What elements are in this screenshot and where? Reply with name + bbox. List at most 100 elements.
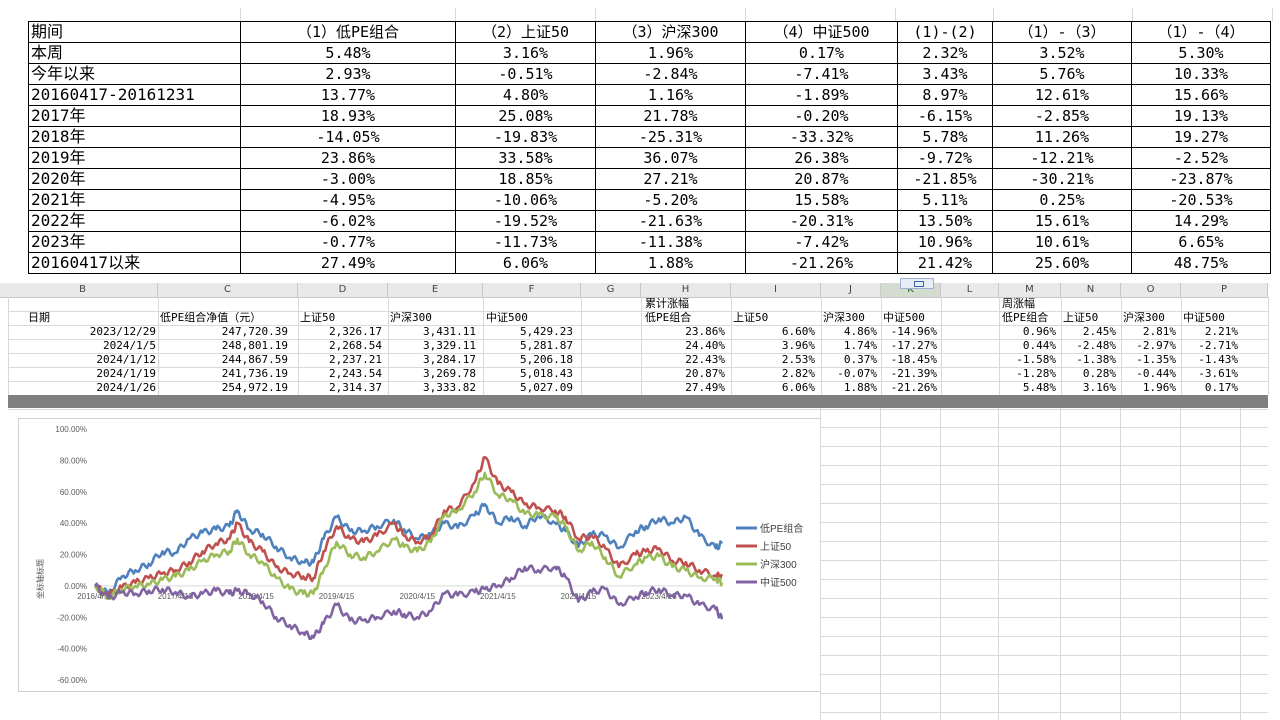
column-header-cell[interactable]: 低PE组合: [645, 311, 692, 324]
value-cell[interactable]: 5,027.09: [520, 381, 573, 394]
summary-value-cell[interactable]: -20.31%: [745, 210, 898, 232]
summary-value-cell[interactable]: -21.85%: [897, 168, 993, 190]
value-cell[interactable]: 22.43%: [685, 353, 725, 366]
summary-header-cell[interactable]: （4）中证500: [745, 21, 898, 43]
weekly-return-label[interactable]: 周涨幅: [1002, 297, 1035, 310]
value-cell[interactable]: 23.86%: [685, 325, 725, 338]
value-cell[interactable]: 254,972.19: [221, 381, 288, 394]
summary-value-cell[interactable]: 8.97%: [897, 84, 993, 106]
value-cell[interactable]: 5,206.18: [520, 353, 573, 366]
value-cell[interactable]: -0.07%: [837, 367, 877, 380]
summary-value-cell[interactable]: 6.06%: [455, 252, 596, 274]
value-cell[interactable]: 3,269.78: [423, 367, 476, 380]
summary-value-cell[interactable]: -0.51%: [455, 63, 596, 85]
date-cell[interactable]: 2024/1/12: [96, 353, 156, 366]
summary-value-cell[interactable]: -2.84%: [595, 63, 746, 85]
summary-value-cell[interactable]: 19.13%: [1131, 105, 1271, 127]
column-letter-h[interactable]: H: [641, 283, 731, 297]
value-cell[interactable]: -0.44%: [1136, 367, 1176, 380]
value-cell[interactable]: -21.39%: [890, 367, 937, 380]
summary-value-cell[interactable]: 0.25%: [992, 189, 1132, 211]
summary-value-cell[interactable]: 2.93%: [240, 63, 456, 85]
summary-value-cell[interactable]: 5.78%: [897, 126, 993, 148]
summary-value-cell[interactable]: -19.83%: [455, 126, 596, 148]
column-letter-l[interactable]: L: [941, 283, 999, 297]
column-letter-b[interactable]: B: [8, 283, 158, 297]
summary-value-cell[interactable]: 6.65%: [1131, 231, 1271, 253]
summary-value-cell[interactable]: 23.86%: [240, 147, 456, 169]
value-cell[interactable]: 0.28%: [1082, 367, 1116, 380]
value-cell[interactable]: 3.96%: [781, 339, 815, 352]
column-header-cell[interactable]: 沪深300: [390, 311, 432, 324]
summary-value-cell[interactable]: 1.16%: [595, 84, 746, 106]
value-cell[interactable]: -18.45%: [890, 353, 937, 366]
value-cell[interactable]: 248,801.19: [221, 339, 288, 352]
summary-period-cell[interactable]: 20160417以来: [28, 252, 241, 274]
value-cell[interactable]: -1.38%: [1076, 353, 1116, 366]
value-cell[interactable]: 2,326.17: [329, 325, 382, 338]
date-cell[interactable]: 2023/12/29: [89, 325, 156, 338]
summary-value-cell[interactable]: 14.29%: [1131, 210, 1271, 232]
summary-value-cell[interactable]: 27.21%: [595, 168, 746, 190]
summary-value-cell[interactable]: -7.41%: [745, 63, 898, 85]
value-cell[interactable]: -2.48%: [1076, 339, 1116, 352]
summary-value-cell[interactable]: 25.60%: [992, 252, 1132, 274]
value-cell[interactable]: -14.96%: [890, 325, 937, 338]
summary-value-cell[interactable]: 2.32%: [897, 42, 993, 64]
summary-header-cell[interactable]: （3）沪深300: [595, 21, 746, 43]
value-cell[interactable]: 20.87%: [685, 367, 725, 380]
value-cell[interactable]: 5.48%: [1022, 381, 1056, 394]
summary-value-cell[interactable]: -0.20%: [745, 105, 898, 127]
value-cell[interactable]: 5,429.23: [520, 325, 573, 338]
column-header-cell[interactable]: 上证50: [733, 311, 769, 324]
value-cell[interactable]: 3.16%: [1082, 381, 1116, 394]
column-letter-o[interactable]: O: [1121, 283, 1181, 297]
value-cell[interactable]: 1.88%: [843, 381, 877, 394]
value-cell[interactable]: -1.43%: [1198, 353, 1238, 366]
summary-value-cell[interactable]: 18.85%: [455, 168, 596, 190]
summary-value-cell[interactable]: -6.15%: [897, 105, 993, 127]
summary-value-cell[interactable]: -2.52%: [1131, 147, 1271, 169]
summary-value-cell[interactable]: -3.00%: [240, 168, 456, 190]
value-cell[interactable]: 27.49%: [685, 381, 725, 394]
summary-value-cell[interactable]: 5.30%: [1131, 42, 1271, 64]
summary-value-cell[interactable]: 19.27%: [1131, 126, 1271, 148]
value-cell[interactable]: 6.06%: [781, 381, 815, 394]
summary-value-cell[interactable]: -6.02%: [240, 210, 456, 232]
summary-value-cell[interactable]: -0.77%: [240, 231, 456, 253]
value-cell[interactable]: 0.37%: [843, 353, 877, 366]
paste-options-button[interactable]: [900, 278, 934, 289]
summary-value-cell[interactable]: -4.95%: [240, 189, 456, 211]
summary-value-cell[interactable]: 27.49%: [240, 252, 456, 274]
column-header-cell[interactable]: 低PE组合: [1002, 311, 1049, 324]
value-cell[interactable]: 3,329.11: [423, 339, 476, 352]
summary-value-cell[interactable]: 5.76%: [992, 63, 1132, 85]
summary-period-cell[interactable]: 2021年: [28, 189, 241, 211]
summary-value-cell[interactable]: 3.43%: [897, 63, 993, 85]
value-cell[interactable]: -21.26%: [890, 381, 937, 394]
summary-value-cell[interactable]: -23.87%: [1131, 168, 1271, 190]
summary-value-cell[interactable]: 20.87%: [745, 168, 898, 190]
value-cell[interactable]: -1.28%: [1016, 367, 1056, 380]
summary-value-cell[interactable]: 3.52%: [992, 42, 1132, 64]
summary-value-cell[interactable]: -30.21%: [992, 168, 1132, 190]
summary-header-cell[interactable]: 期间: [28, 21, 241, 43]
column-letter-p[interactable]: P: [1181, 283, 1268, 297]
summary-value-cell[interactable]: 26.38%: [745, 147, 898, 169]
column-letter-c[interactable]: C: [158, 283, 298, 297]
summary-header-cell[interactable]: （2）上证50: [455, 21, 596, 43]
summary-header-cell[interactable]: （1）低PE组合: [240, 21, 456, 43]
summary-value-cell[interactable]: -33.32%: [745, 126, 898, 148]
column-header-cell[interactable]: 上证50: [1063, 311, 1099, 324]
summary-value-cell[interactable]: 1.88%: [595, 252, 746, 274]
value-cell[interactable]: 2.53%: [781, 353, 815, 366]
value-cell[interactable]: 241,736.19: [221, 367, 288, 380]
value-cell[interactable]: 3,284.17: [423, 353, 476, 366]
value-cell[interactable]: 2,243.54: [329, 367, 382, 380]
summary-value-cell[interactable]: -20.53%: [1131, 189, 1271, 211]
value-cell[interactable]: 0.44%: [1022, 339, 1056, 352]
summary-value-cell[interactable]: 21.78%: [595, 105, 746, 127]
column-header-cell[interactable]: 日期: [28, 311, 50, 324]
summary-value-cell[interactable]: 3.16%: [455, 42, 596, 64]
column-letter-d[interactable]: D: [298, 283, 388, 297]
